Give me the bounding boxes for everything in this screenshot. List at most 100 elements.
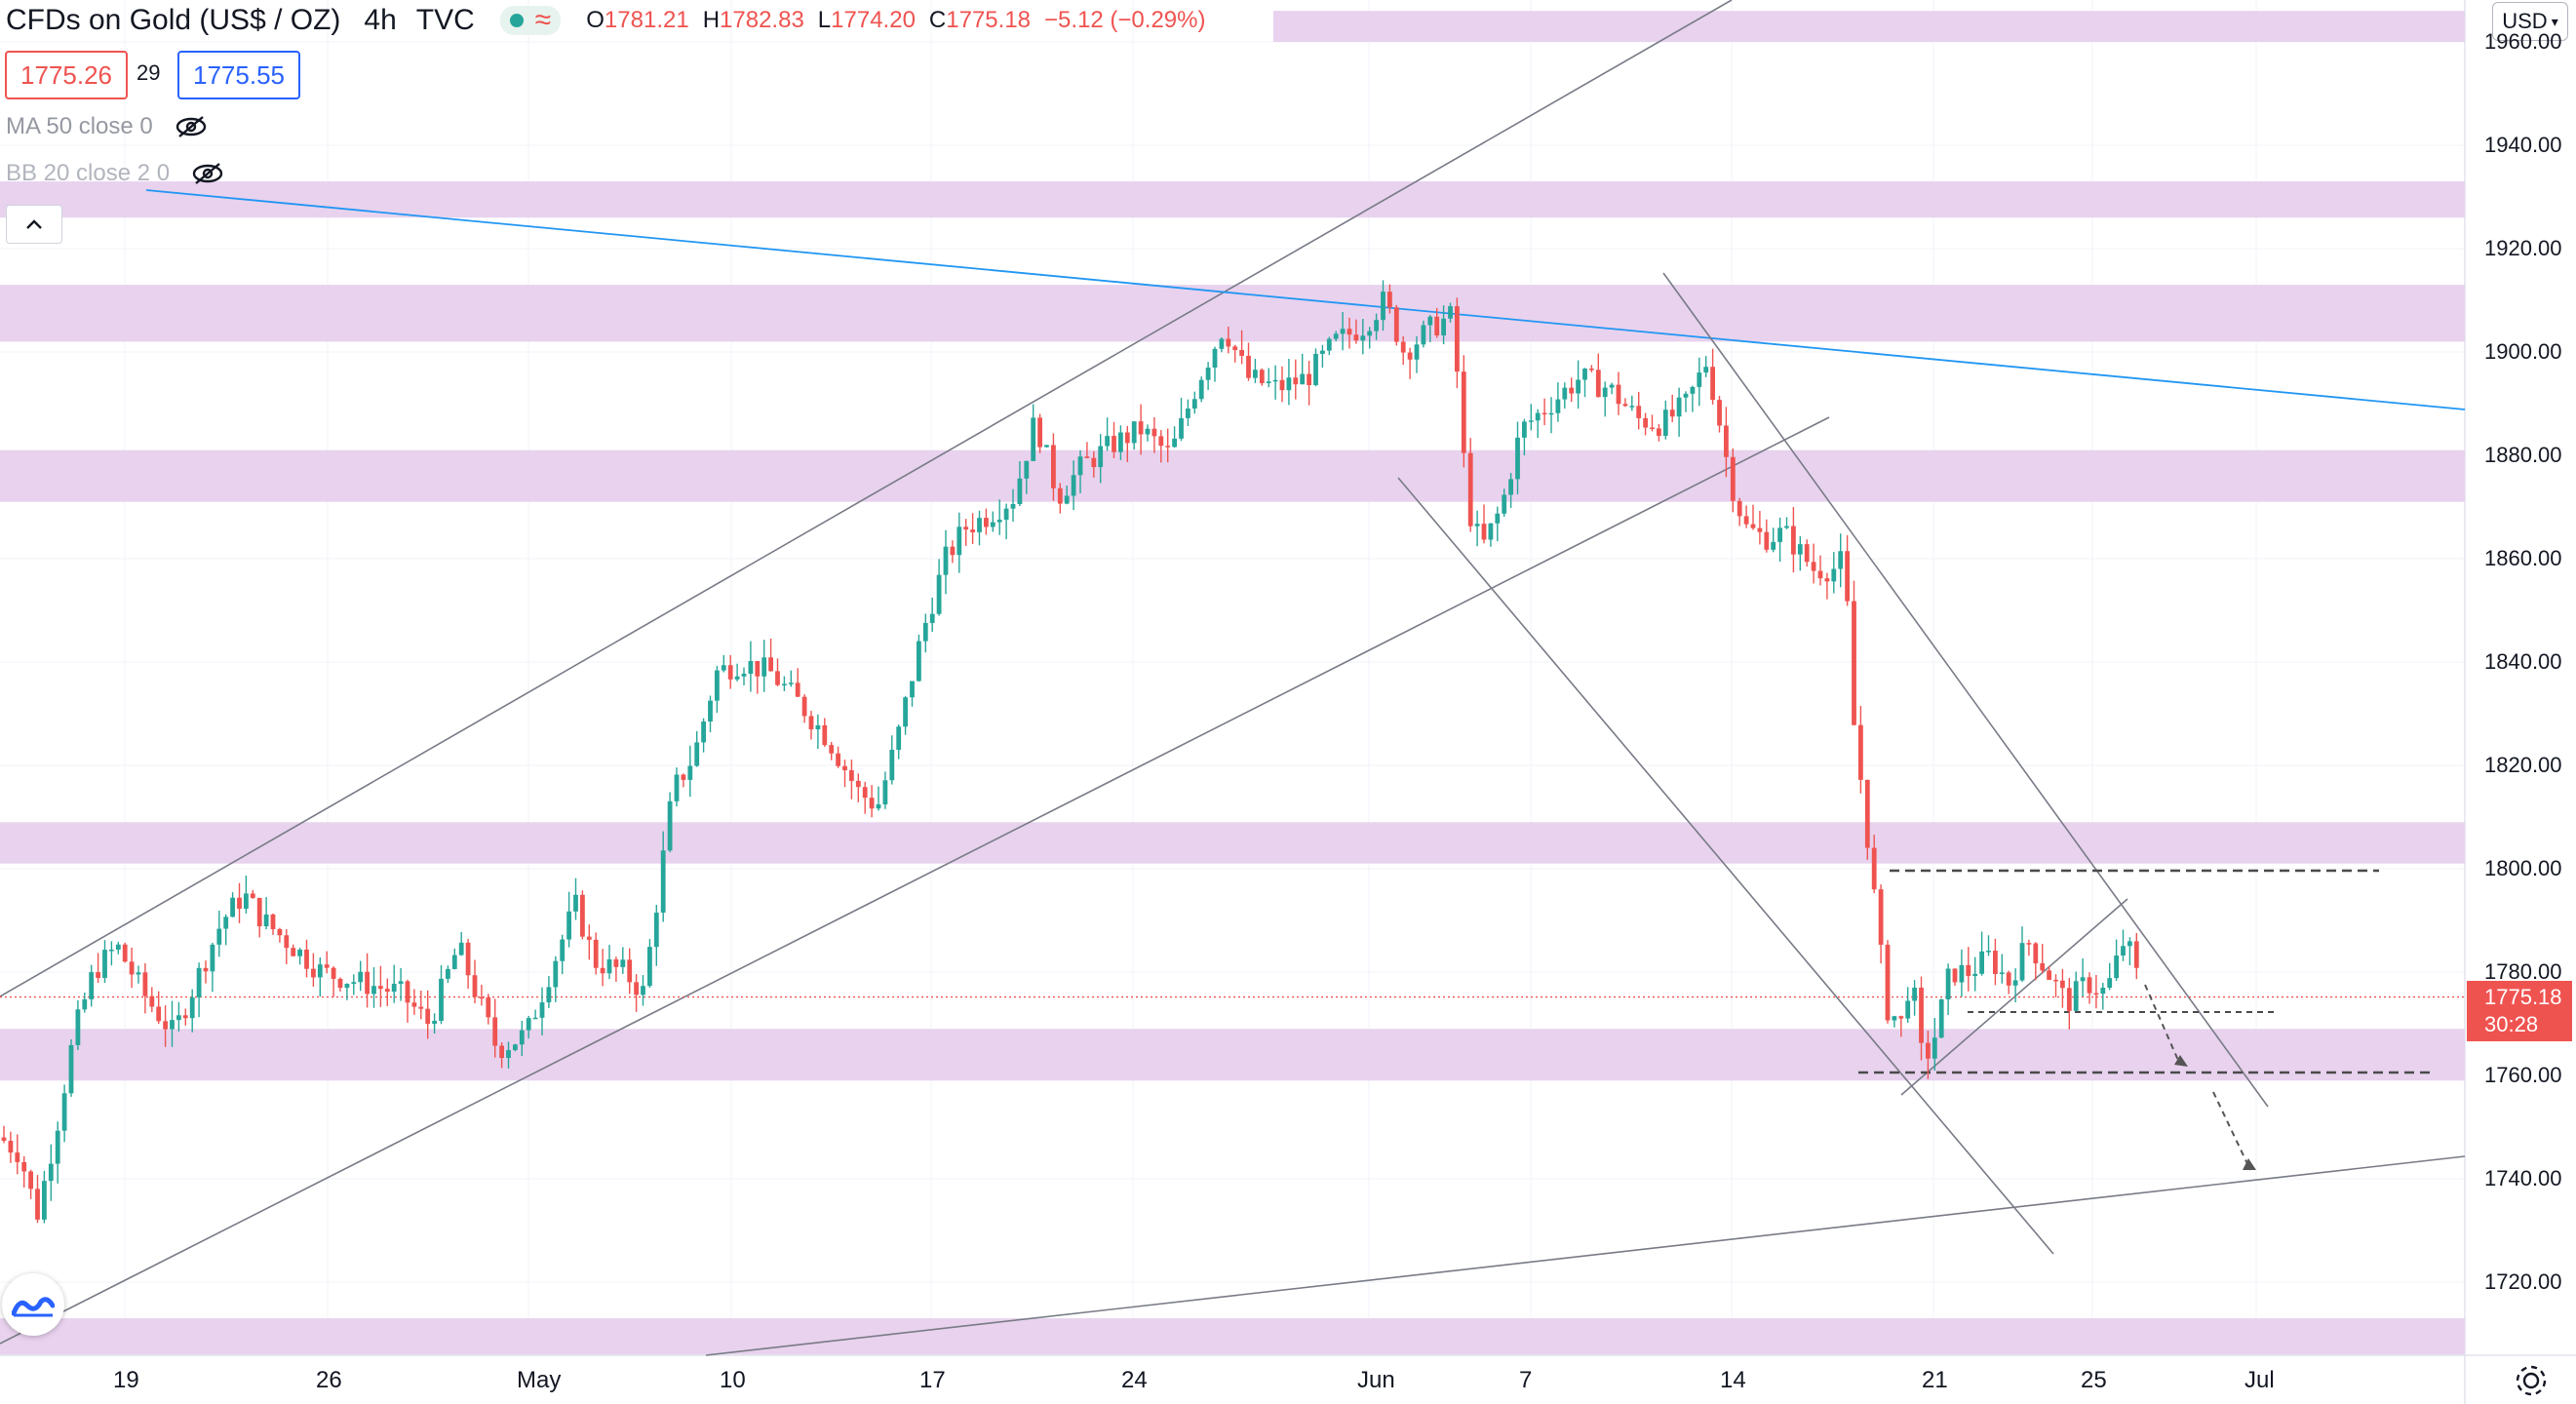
candle-body xyxy=(1589,369,1594,370)
candle-body xyxy=(156,1006,162,1022)
candle-body xyxy=(391,984,397,993)
candle-body xyxy=(1198,379,1204,400)
sell-price-button[interactable]: 1775.26 xyxy=(5,51,128,99)
candle-body xyxy=(741,673,747,677)
candle-body xyxy=(1999,972,2005,974)
candle-body xyxy=(1743,516,1749,525)
candle-body xyxy=(2033,943,2039,964)
candle-body xyxy=(1064,495,1070,504)
candle-body xyxy=(1595,370,1601,398)
candle-body xyxy=(1522,421,1527,438)
indicator-ma[interactable]: MA 50 close 0 xyxy=(6,113,208,140)
candle-body xyxy=(465,942,471,976)
candle-body xyxy=(1266,381,1271,384)
candle-body xyxy=(2100,988,2106,994)
candle-body xyxy=(660,850,666,914)
timeframe-label[interactable]: 4h xyxy=(364,4,397,36)
indicator-bb[interactable]: BB 20 close 2 0 xyxy=(6,160,224,187)
candle-body xyxy=(869,798,875,809)
price-axis-label: 1940.00 xyxy=(2484,133,2562,157)
price-zone xyxy=(0,449,2465,502)
candle-body xyxy=(1845,551,1850,602)
currency-button[interactable]: USD ▾ xyxy=(2492,2,2568,41)
eye-off-icon[interactable] xyxy=(191,163,224,184)
time-axis-label: 14 xyxy=(1720,1367,1746,1393)
candle-body xyxy=(553,960,559,988)
candle-body xyxy=(1932,1037,1937,1059)
candle-body xyxy=(472,975,478,997)
candle-body xyxy=(1824,578,1830,582)
candle-body xyxy=(1508,479,1513,495)
candle-body xyxy=(55,1130,60,1164)
candle-body xyxy=(418,1006,424,1009)
candle-body xyxy=(984,518,989,527)
candle-body xyxy=(815,724,821,730)
candle-body xyxy=(1,1137,7,1142)
last-price-value: 1775.18 xyxy=(2484,985,2562,1009)
candle-body xyxy=(176,1015,181,1021)
candle-body xyxy=(1938,999,1944,1038)
candle-body xyxy=(1253,370,1258,378)
candle-body xyxy=(170,1020,175,1030)
candle-body xyxy=(1730,456,1736,501)
candle-body xyxy=(1676,397,1682,417)
time-axis-label: Jun xyxy=(1357,1367,1395,1393)
candle-body xyxy=(1320,350,1325,354)
candle-body xyxy=(1145,428,1151,435)
market-status-badge[interactable]: ≈ xyxy=(499,6,562,35)
candle-body xyxy=(1804,544,1810,563)
candle-body xyxy=(492,1017,498,1046)
tradingview-logo-icon[interactable] xyxy=(2,1273,64,1336)
candle-body xyxy=(1017,478,1023,504)
candle-body xyxy=(963,526,969,530)
candle-body xyxy=(1421,325,1426,345)
candle-body xyxy=(277,929,283,936)
candle-body xyxy=(230,897,235,917)
candle-body xyxy=(2047,970,2051,980)
candle-body xyxy=(1165,446,1171,448)
blue-trendline xyxy=(145,189,2466,410)
candle-body xyxy=(1502,494,1507,514)
candle-body xyxy=(674,774,680,801)
candle-body xyxy=(1393,307,1399,342)
candle-body xyxy=(2133,941,2139,968)
candle-body xyxy=(1905,1000,1911,1019)
eye-off-icon[interactable] xyxy=(175,116,208,137)
candle-body xyxy=(1414,344,1420,360)
candle-body xyxy=(82,998,88,1010)
candle-body xyxy=(1191,399,1197,410)
candle-body xyxy=(263,914,269,927)
candle-body xyxy=(1764,531,1770,550)
gear-icon[interactable] xyxy=(2512,1361,2551,1400)
time-axis-label: 26 xyxy=(316,1367,342,1393)
candle-body xyxy=(667,800,673,851)
candle-body xyxy=(1852,601,1856,725)
candle-body xyxy=(96,972,100,979)
buy-price-button[interactable]: 1775.55 xyxy=(177,51,300,99)
symbol-name[interactable]: CFDs on Gold (US$ / OZ) xyxy=(6,4,341,36)
candle-body xyxy=(1374,320,1379,332)
candle-body xyxy=(788,682,794,684)
candle-body xyxy=(1300,373,1306,385)
candle-body xyxy=(439,978,444,1022)
candle-body xyxy=(1979,951,1984,974)
candle-body xyxy=(775,671,780,685)
price-zone xyxy=(0,1318,2465,1355)
candle-body xyxy=(1690,386,1696,394)
candle-body xyxy=(1381,292,1386,321)
candle-body xyxy=(519,1030,525,1045)
candle-body xyxy=(28,1171,33,1190)
candle-body xyxy=(1622,404,1628,407)
candle-body xyxy=(129,961,135,975)
collapse-legend-button[interactable] xyxy=(6,205,62,244)
time-axis-label: 7 xyxy=(1519,1367,1533,1393)
candle-body xyxy=(75,1009,81,1045)
candle-body xyxy=(1057,488,1063,504)
candle-body xyxy=(634,982,639,995)
chart-overlay xyxy=(2144,984,2256,1171)
price-axis-label: 1820.00 xyxy=(2484,753,2562,777)
candle-body xyxy=(163,1021,168,1030)
candle-body xyxy=(1461,371,1466,453)
candle-body xyxy=(1791,526,1796,555)
